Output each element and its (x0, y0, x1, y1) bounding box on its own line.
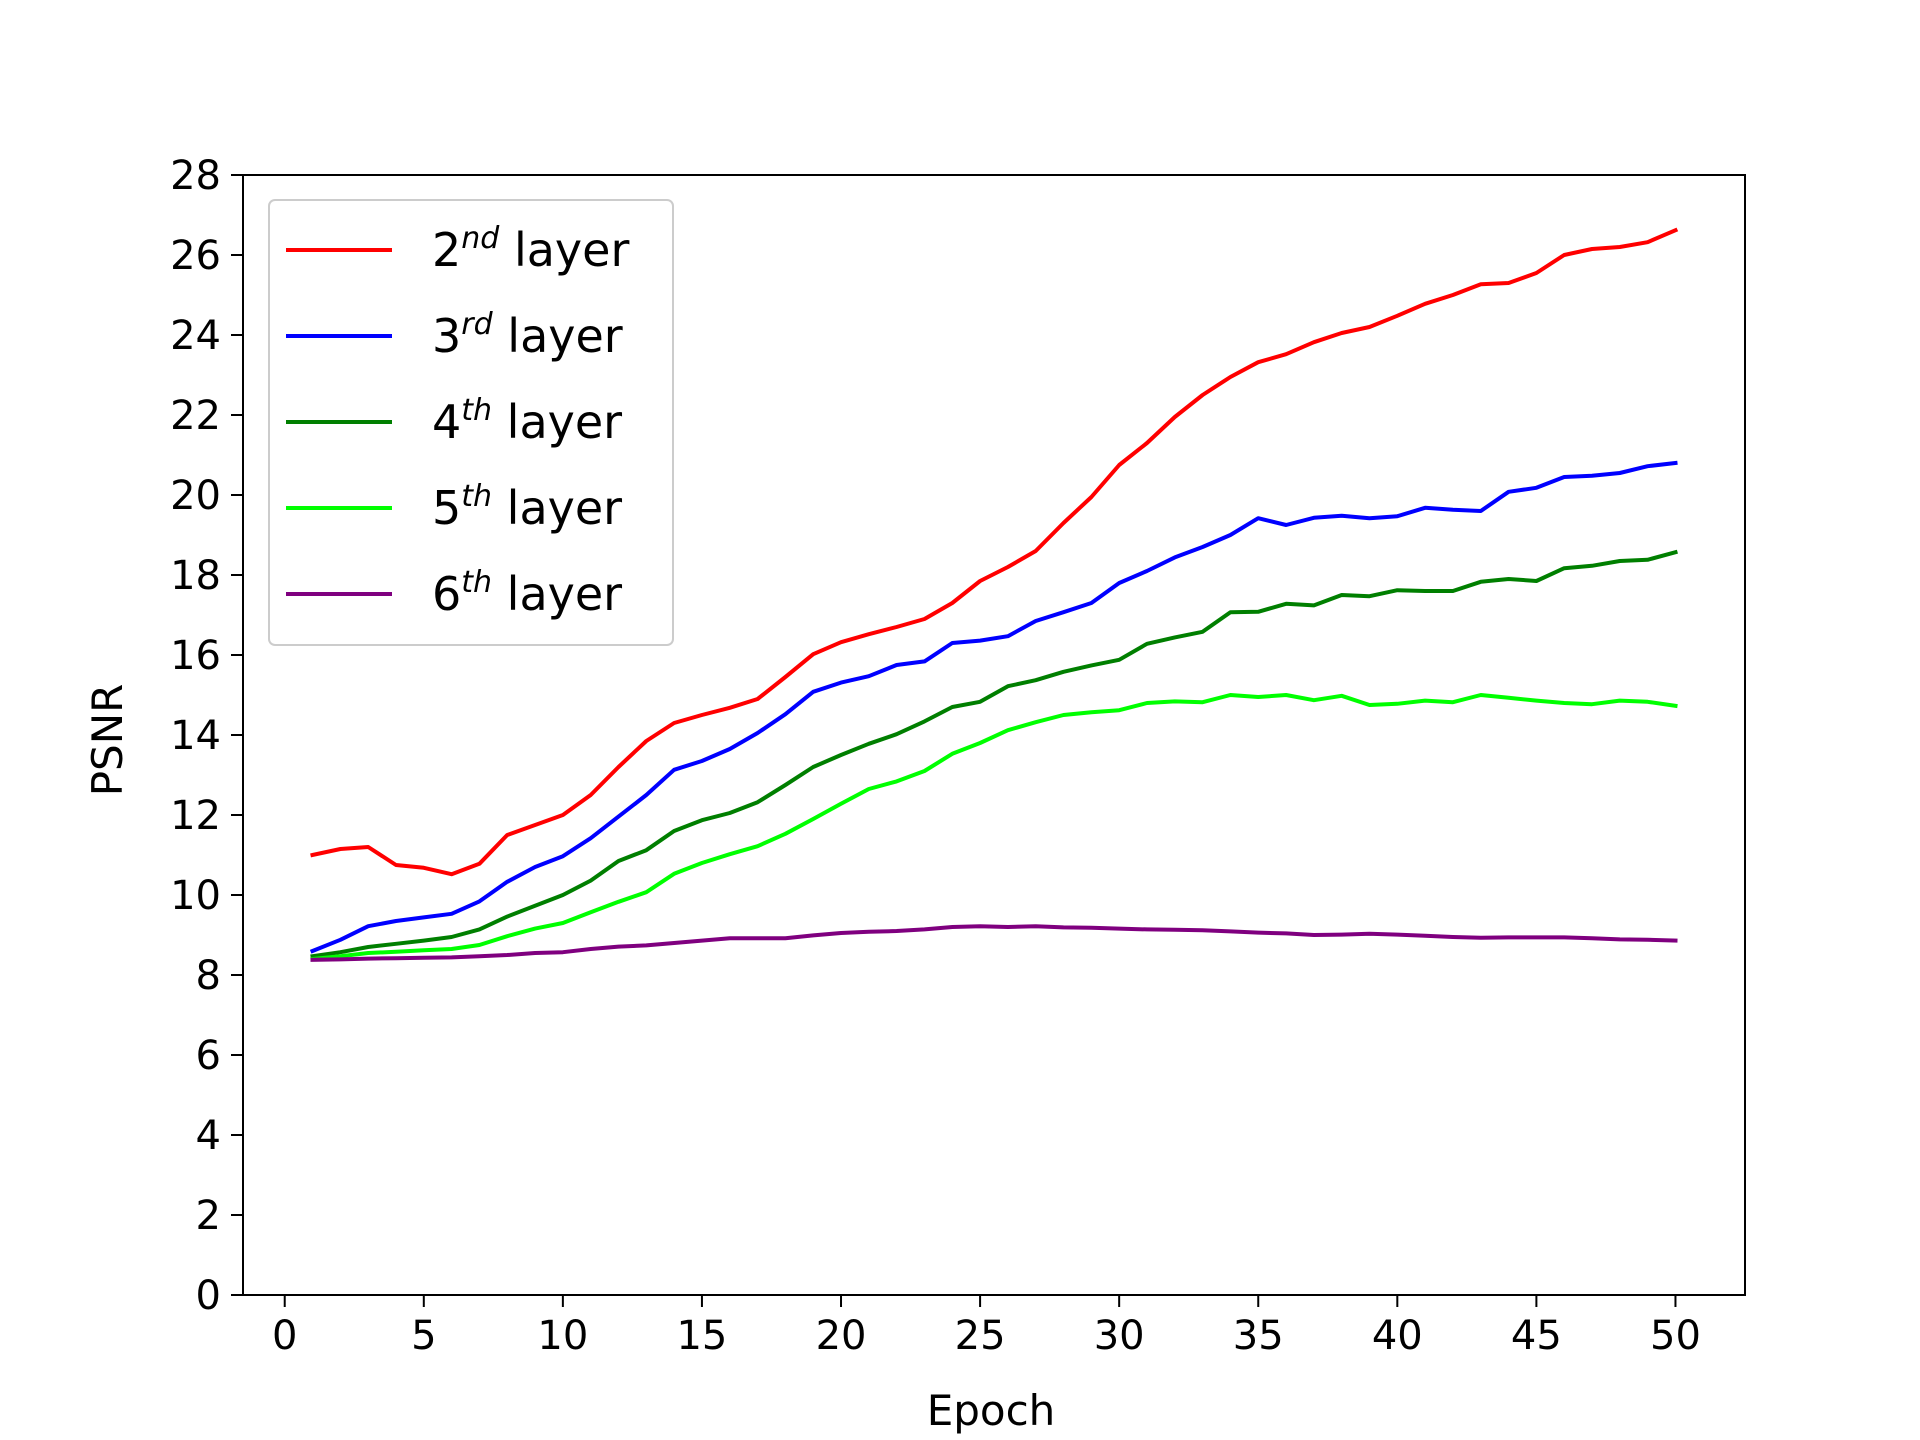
y-tick-label: 28 (170, 153, 221, 199)
series-line-3th-layer (309, 460, 1678, 954)
y-tick-label: 20 (170, 473, 221, 519)
y-tick-label: 6 (196, 1033, 221, 1079)
x-tick-label: 35 (1233, 1313, 1284, 1359)
y-tick-label: 0 (196, 1273, 221, 1319)
x-tick-label: 50 (1650, 1313, 1701, 1359)
y-tick-label: 18 (170, 553, 221, 599)
legend-label-3th-layer: 3rd layer (432, 307, 623, 363)
x-tick-label: 5 (411, 1313, 436, 1359)
series-line-6th-layer (310, 924, 1678, 962)
x-tick-label: 10 (537, 1313, 588, 1359)
x-tick-label: 20 (816, 1313, 867, 1359)
y-axis-label: PSNR (83, 684, 132, 797)
series-line-5th-layer (310, 693, 1678, 962)
y-tick-label: 10 (170, 873, 221, 919)
x-tick-label: 25 (955, 1313, 1006, 1359)
x-tick-label: 30 (1094, 1313, 1145, 1359)
legend-label-5th-layer: 5th layer (432, 479, 622, 535)
x-axis-label: Epoch (927, 1386, 1056, 1435)
x-tick-label: 45 (1511, 1313, 1562, 1359)
plot-area (309, 227, 1679, 962)
x-tick-label: 40 (1372, 1313, 1423, 1359)
y-tick-label: 24 (170, 313, 221, 359)
x-tick-label: 0 (272, 1313, 297, 1359)
legend: 2nd layer 3rd layer 4th layer 5th layer 6th … (268, 199, 674, 646)
y-tick-label: 22 (170, 393, 221, 439)
y-tick-label: 8 (196, 953, 221, 999)
legend-label-6th-layer: 6th layer (432, 565, 622, 621)
legend-label-4th-layer: 4th layer (432, 393, 622, 449)
y-tick-label: 14 (170, 713, 221, 759)
y-tick-label: 12 (170, 793, 221, 839)
axes: 0 5 10 15 20 25 30 35 40 45 5002468101214161820222… (170, 153, 1746, 1359)
legend-label-2th-layer: 2nd layer (432, 221, 629, 277)
series-line-2th-layer (310, 227, 1679, 877)
y-tick-label: 4 (196, 1113, 221, 1159)
series-line-4th-layer (310, 549, 1678, 959)
y-tick-label: 2 (196, 1193, 221, 1239)
y-tick-label: 26 (170, 233, 221, 279)
y-tick-label: 16 (170, 633, 221, 679)
x-tick-label: 15 (676, 1313, 727, 1359)
legend-box (268, 199, 674, 646)
